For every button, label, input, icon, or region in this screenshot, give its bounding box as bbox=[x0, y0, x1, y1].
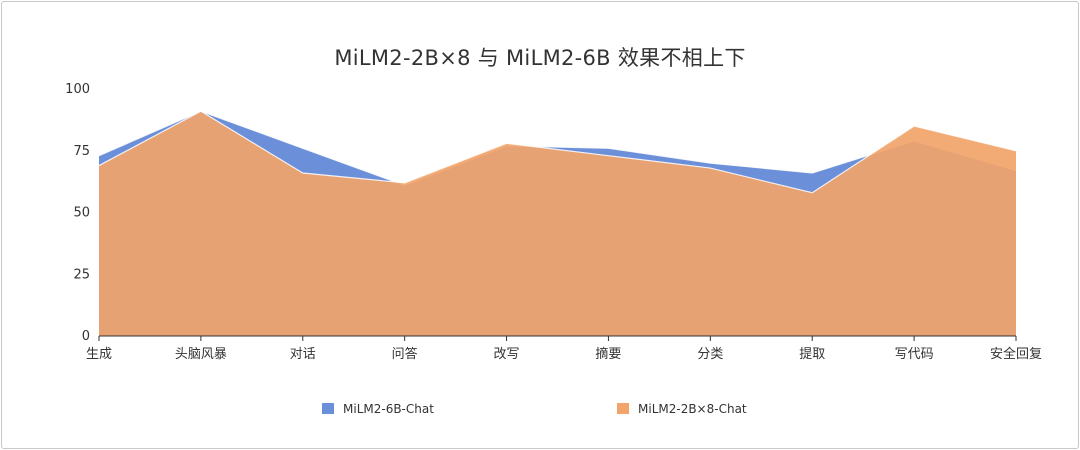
chart-title: MiLM2-2B×8 与 MiLM2-6B 效果不相上下 bbox=[334, 46, 746, 70]
x-tick-label: 头脑风暴 bbox=[175, 347, 227, 362]
x-tick-label: 改写 bbox=[494, 347, 520, 362]
x-tick-label: 写代码 bbox=[895, 347, 934, 362]
series-line-0 bbox=[98, 110, 1017, 186]
y-tick-label: 25 bbox=[73, 267, 90, 282]
y-tick-label: 100 bbox=[65, 82, 90, 97]
x-tick-label: 安全回复 bbox=[990, 346, 1042, 362]
x-tick-label: 生成 bbox=[86, 347, 112, 362]
y-tick-label: 75 bbox=[73, 144, 90, 159]
series-area-1 bbox=[99, 111, 1016, 336]
x-tick-label: 分类 bbox=[697, 347, 723, 362]
y-tick-label: 0 bbox=[82, 329, 90, 344]
legend-label-1: MiLM2-2B×8-Chat bbox=[638, 402, 747, 416]
y-tick-label: 50 bbox=[73, 206, 90, 221]
x-tick-label: 提取 bbox=[799, 346, 825, 362]
legend-swatch-1 bbox=[617, 403, 629, 414]
x-tick-label: 摘要 bbox=[595, 346, 621, 362]
x-tick-label: 问答 bbox=[392, 346, 418, 362]
legend-label-0: MiLM2-6B-Chat bbox=[343, 402, 434, 416]
series-line-1 bbox=[98, 110, 1017, 194]
x-tick-label: 对话 bbox=[290, 347, 316, 362]
legend-swatch-0 bbox=[322, 403, 334, 414]
